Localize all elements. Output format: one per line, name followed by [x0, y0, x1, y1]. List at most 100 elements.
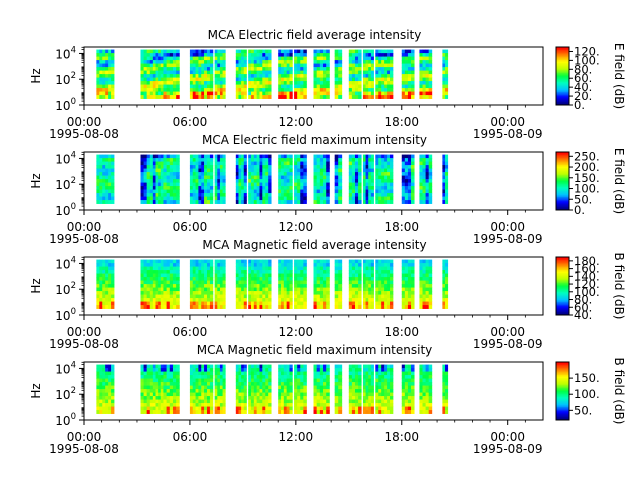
- heatmap-cell: [390, 158, 394, 162]
- heatmap-cell: [351, 193, 356, 197]
- heatmap-cell: [201, 49, 205, 54]
- heatmap-cell: [201, 158, 205, 162]
- heatmap-cell: [195, 53, 199, 57]
- heatmap-cell: [313, 88, 318, 92]
- heatmap-cell: [209, 392, 214, 397]
- colorbar-tick-label: 20.: [574, 89, 592, 103]
- heatmap-cell: [375, 392, 379, 397]
- heatmap-cell: [297, 77, 301, 82]
- heatmap-cell: [445, 84, 449, 89]
- heatmap-cell: [238, 77, 242, 82]
- heatmap-cell: [428, 95, 433, 99]
- heatmap-cell: [238, 60, 242, 64]
- heatmap-cell: [404, 375, 409, 379]
- heatmap-cell: [390, 70, 394, 75]
- heatmap-cell: [387, 175, 391, 180]
- heatmap-cell: [189, 280, 194, 285]
- heatmap-cell: [262, 305, 266, 309]
- heatmap-cell: [166, 364, 171, 369]
- heatmap-cell: [445, 154, 449, 159]
- heatmap-cell: [334, 67, 339, 71]
- heatmap-cell: [204, 280, 208, 285]
- heatmap-cell: [111, 154, 115, 159]
- heatmap-cell: [166, 56, 171, 61]
- heatmap-cell: [300, 263, 304, 267]
- heatmap-cell: [442, 154, 446, 159]
- heatmap-cell: [108, 53, 112, 57]
- heatmap-cell: [160, 259, 164, 264]
- heatmap-cell: [348, 95, 353, 99]
- heatmap-cell: [146, 294, 151, 299]
- heatmap-cell: [204, 179, 208, 183]
- heatmap-cell: [348, 294, 353, 299]
- heatmap-cell: [319, 88, 324, 92]
- heatmap-cell: [387, 81, 391, 85]
- heatmap-cell: [256, 88, 260, 92]
- heatmap-cells: [96, 49, 449, 99]
- heatmap-cell: [419, 382, 423, 386]
- heatmap-cell: [169, 410, 174, 414]
- heatmap-cell: [445, 53, 449, 57]
- heatmap-cell: [195, 186, 199, 190]
- heatmap-cell: [294, 70, 298, 75]
- heatmap-cell: [365, 305, 369, 309]
- colorbar-strip: [556, 80, 569, 83]
- heatmap-cell: [387, 364, 391, 369]
- heatmap-cell: [214, 193, 218, 197]
- heatmap-cell: [204, 259, 208, 264]
- heatmap-cell: [248, 277, 252, 281]
- heatmap-cell: [294, 406, 298, 411]
- heatmap-cell: [102, 193, 106, 197]
- heatmap-cell: [404, 266, 409, 271]
- heatmap-cell: [163, 396, 168, 400]
- heatmap-cell: [381, 375, 385, 379]
- heatmap-cell: [206, 284, 211, 288]
- heatmap-cell: [404, 49, 409, 54]
- heatmap-cell: [206, 154, 211, 159]
- colorbar-strip: [556, 157, 569, 160]
- heatmap-cell: [326, 305, 330, 309]
- heatmap-cell: [294, 200, 298, 204]
- heatmap-cell: [259, 298, 263, 302]
- heatmap-cell: [201, 291, 205, 295]
- heatmap-cell: [354, 399, 359, 404]
- heatmap-cell: [140, 95, 144, 99]
- heatmap-cell: [243, 389, 247, 393]
- heatmap-cell: [326, 298, 330, 302]
- heatmap-cell: [160, 165, 164, 169]
- heatmap-cell: [297, 378, 301, 383]
- heatmap-cell: [155, 298, 159, 302]
- heatmap-cell: [140, 74, 144, 78]
- heatmap-cell: [155, 189, 159, 194]
- heatmap-cell: [108, 270, 112, 274]
- heatmap-cell: [370, 165, 374, 169]
- heatmap-cell: [354, 382, 359, 386]
- heatmap-cell: [348, 70, 353, 75]
- heatmap-cell: [105, 179, 109, 183]
- heatmap-cell: [217, 273, 221, 278]
- heatmap-cell: [358, 382, 362, 386]
- heatmap-cell: [262, 294, 266, 299]
- heatmap-cell: [169, 161, 174, 166]
- heatmap-cell: [401, 266, 406, 271]
- heatmap-cell: [248, 403, 252, 407]
- heatmap-cell: [201, 193, 205, 197]
- heatmap-cell: [303, 196, 307, 201]
- colorbar-strip: [556, 264, 569, 267]
- heatmap-cell: [192, 74, 196, 78]
- heatmap-cell: [243, 91, 247, 96]
- heatmap-cell: [407, 200, 412, 204]
- heatmap-cell: [425, 63, 430, 68]
- heatmap-cell: [390, 396, 394, 400]
- heatmap-cell: [219, 88, 223, 92]
- heatmap-cell: [262, 196, 266, 201]
- heatmap-cell: [166, 259, 171, 264]
- heatmap-cell: [204, 196, 208, 201]
- heatmap-cell: [149, 74, 154, 78]
- heatmap-cell: [192, 301, 196, 306]
- heatmap-cell: [375, 266, 379, 271]
- heatmap-cell: [219, 182, 223, 187]
- heatmap-cell: [326, 179, 330, 183]
- y-tick-label: 104: [55, 150, 76, 166]
- heatmap-cell: [143, 95, 148, 99]
